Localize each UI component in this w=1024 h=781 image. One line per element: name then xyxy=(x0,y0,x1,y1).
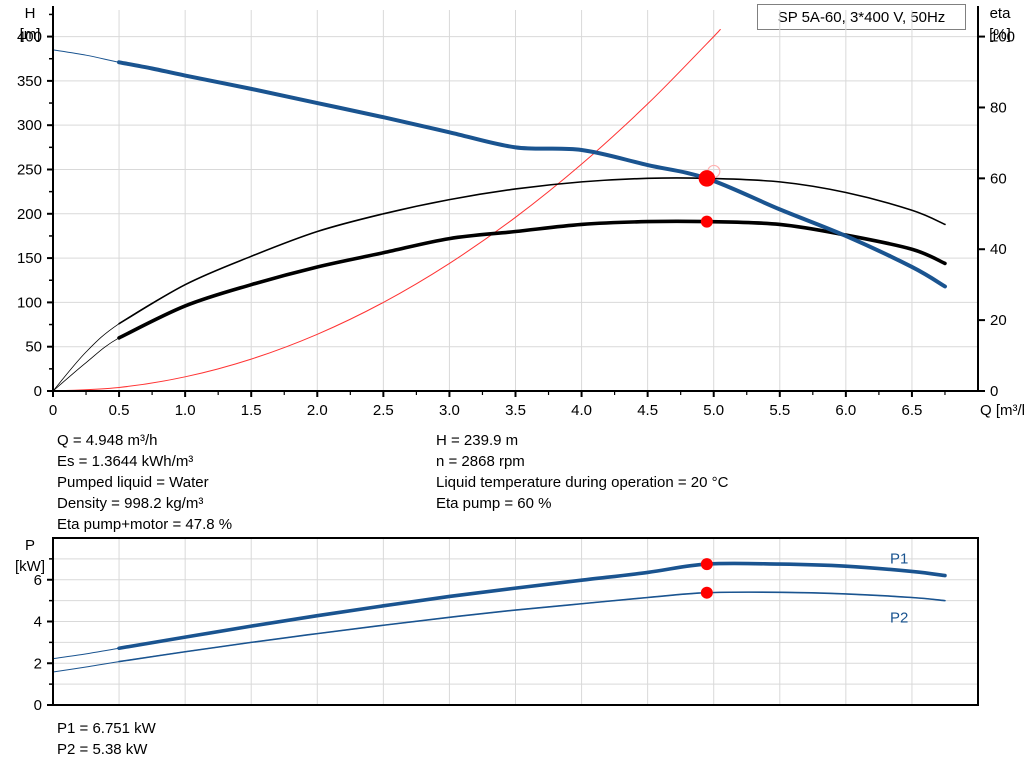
curve-h-head--thin xyxy=(52,49,946,287)
power-chart: P1 P2 0 2 4 6 P [kW] xyxy=(15,537,979,714)
grid-lines xyxy=(53,538,979,705)
y-axis-title-left: H xyxy=(25,5,36,22)
y-axis-tick-label-right: 20 xyxy=(990,312,1007,329)
y-axis-tick-label: 6 xyxy=(34,572,42,589)
info-left-3: Density = 998.2 kg/m³ xyxy=(57,495,204,512)
info-block-left: Q = 4.948 m³/h Es = 1.3644 kWh/m³ Pumped… xyxy=(57,430,232,535)
x-axis-title: Q [m³/h] xyxy=(980,402,1024,419)
y-axis-tick-label-right: 0 xyxy=(990,383,998,400)
x-axis-tick-label: 1.5 xyxy=(241,402,262,419)
x-axis-tick-label: 6.5 xyxy=(901,402,922,419)
y-axis-unit-right: [%] xyxy=(989,26,1011,43)
curve-h-head- xyxy=(117,60,947,289)
info-block-right: H = 239.9 m n = 2868 rpm Liquid temperat… xyxy=(436,430,728,514)
curve-eta-pump xyxy=(118,177,946,325)
curve-p2 xyxy=(118,591,946,663)
axes-group: 0 2 4 6 P [kW] xyxy=(15,537,979,714)
x-axis-tick-label: 0 xyxy=(49,402,57,419)
y-axis-tick-label-left: 350 xyxy=(17,73,42,90)
grid-lines xyxy=(53,10,978,391)
info-left-2: Pumped liquid = Water xyxy=(57,474,209,491)
p1-duty-point-marker xyxy=(700,558,713,571)
eta-pump-point-marker xyxy=(700,172,713,185)
info-right-2: Liquid temperature during operation = 20… xyxy=(436,474,729,491)
y-axis-tick-label-right: 80 xyxy=(990,99,1007,116)
p2-duty-point-marker xyxy=(700,586,713,599)
x-axis-tick-label: 5.5 xyxy=(769,402,790,419)
y-axis-tick-label-left: 0 xyxy=(34,383,42,400)
x-axis-tick-label: 3.5 xyxy=(505,402,526,419)
info-left-0: Q = 4.948 m³/h xyxy=(57,432,158,449)
curve-p1 xyxy=(117,561,947,651)
y-axis-tick-label: 4 xyxy=(34,614,42,631)
y-axis-tick-label-left: 50 xyxy=(25,339,42,356)
x-axis-tick-label: 4.5 xyxy=(637,402,658,419)
info-right-1: n = 2868 rpm xyxy=(436,453,525,470)
x-axis-tick-label: 2.5 xyxy=(373,402,394,419)
y-axis-tick-label: 0 xyxy=(34,697,42,714)
axes-group: 0 50 100 150 200 250 300 350 400 0 20 40 60 80 100 0 0.5… xyxy=(17,5,1024,419)
y-axis-unit-left: [m] xyxy=(20,26,41,43)
info-bottom-0: P1 = 6.751 kW xyxy=(57,720,156,737)
curve-p1-thin xyxy=(52,562,946,660)
y-axis-tick-label-left: 400 xyxy=(17,29,42,46)
info-left-1: Es = 1.3644 kWh/m³ xyxy=(57,453,194,470)
y-axis-tick-label-right: 40 xyxy=(990,241,1007,258)
x-axis-tick-label: 6.0 xyxy=(835,402,856,419)
markers-group xyxy=(698,164,721,228)
x-axis-tick-label: 1.0 xyxy=(175,402,196,419)
power-curve-label-p2: P2 xyxy=(890,610,908,627)
y-axis-tick-label-left: 150 xyxy=(17,250,42,267)
eta-total-point-marker xyxy=(700,215,713,228)
y-axis-tick-label: 2 xyxy=(34,655,42,672)
y-axis-tick-label-left: 100 xyxy=(17,294,42,311)
y-axis-title: P xyxy=(25,537,35,554)
x-axis-tick-label: 3.0 xyxy=(439,402,460,419)
y-axis-tick-label-right: 100 xyxy=(990,29,1015,46)
power-curve-label-p1: P1 xyxy=(890,551,908,568)
info-left-4: Eta pump+motor = 47.8 % xyxy=(57,516,233,533)
info-right-3: Eta pump = 60 % xyxy=(436,495,552,512)
y-axis-tick-label-left: 200 xyxy=(17,206,42,223)
curves-group xyxy=(52,561,947,673)
curve-system-curve-thin xyxy=(52,28,721,392)
info-bottom-1: P2 = 5.38 kW xyxy=(57,741,148,758)
curve-p2-thin xyxy=(52,591,946,673)
y-axis-title-right: eta xyxy=(990,5,1012,22)
y-axis-tick-label-right: 60 xyxy=(990,170,1007,187)
y-axis-unit: [kW] xyxy=(15,558,45,575)
x-axis-tick-label: 5.0 xyxy=(703,402,724,419)
head-eta-chart: 0 50 100 150 200 250 300 350 400 0 20 40 60 80 100 0 0.5… xyxy=(17,5,1024,419)
x-axis-tick-label: 4.0 xyxy=(571,402,592,419)
info-right-0: H = 239.9 m xyxy=(436,432,519,449)
info-block-bottom: P1 = 6.751 kW P2 = 5.38 kW xyxy=(57,718,156,760)
markers-group xyxy=(700,558,713,599)
y-axis-tick-label-left: 300 xyxy=(17,117,42,134)
x-axis-tick-label: 0.5 xyxy=(109,402,130,419)
curves-group xyxy=(52,28,947,392)
pump-title-box: SP 5A-60, 3*400 V, 50Hz xyxy=(757,4,966,30)
curve-eta-pump-motor xyxy=(117,219,947,340)
x-axis-tick-label: 2.0 xyxy=(307,402,328,419)
pump-title-text: SP 5A-60, 3*400 V, 50Hz xyxy=(777,8,946,26)
y-axis-tick-label-left: 250 xyxy=(17,161,42,178)
